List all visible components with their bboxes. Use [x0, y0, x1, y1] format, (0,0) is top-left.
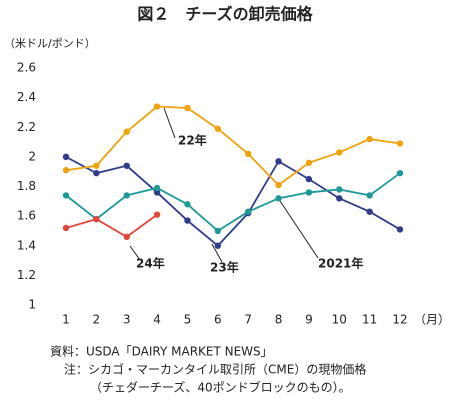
point: [244, 208, 252, 215]
series-label: 24年: [136, 256, 165, 271]
point: [366, 192, 373, 199]
x-tick-label: 9: [305, 313, 313, 327]
series-line: [65, 105, 401, 187]
point: [275, 195, 282, 202]
point: [184, 217, 191, 224]
note: 注：シカゴ・マーカンタイル取引所（CME）の現物価格: [64, 362, 366, 377]
leader-line: [211, 243, 223, 263]
point: [275, 181, 282, 189]
point: [62, 224, 70, 232]
y-axis-label: （米ドル/ポンド）: [4, 37, 96, 50]
y-tick-label: 1.6: [17, 209, 36, 223]
x-tick-label: 7: [244, 313, 252, 327]
x-axis-label: （月）: [414, 313, 450, 327]
y-tick-label: 1.2: [17, 268, 36, 282]
point: [244, 150, 252, 158]
x-tick-label: 3: [123, 313, 131, 327]
series-label: 23年: [210, 260, 239, 275]
point: [123, 128, 130, 135]
point: [214, 242, 222, 249]
y-tick-label: 2: [28, 149, 36, 163]
point: [62, 192, 70, 199]
y-tick-label: 2.2: [17, 120, 36, 134]
y-tick-label: 1.4: [17, 238, 36, 252]
point: [396, 226, 404, 233]
note: 資料：USDA「DAIRY MARKET NEWS」: [50, 345, 273, 359]
point: [153, 189, 161, 196]
point: [275, 158, 282, 165]
point: [396, 140, 404, 147]
series-label: 2021年: [318, 256, 363, 271]
point: [93, 215, 100, 223]
point: [305, 159, 313, 166]
y-tick-label: 2.4: [17, 90, 36, 104]
note: （チェダーチーズ、40ポンドブロックのもの）。: [90, 380, 351, 395]
point: [366, 208, 373, 215]
series-line: [65, 172, 401, 233]
x-tick-label: 6: [214, 313, 222, 327]
point: [123, 162, 130, 169]
point: [305, 189, 313, 196]
point: [153, 211, 161, 218]
chart-title: 図２ チーズの卸売価格: [137, 5, 313, 24]
point: [62, 167, 70, 174]
y-tick-label: 1: [28, 298, 36, 312]
y-tick-label: 1.8: [17, 179, 36, 193]
x-tick-label: 4: [153, 313, 161, 327]
x-tick-label: 5: [184, 313, 192, 327]
point: [93, 169, 100, 177]
leader-line: [129, 245, 141, 261]
x-tick-label: 11: [362, 313, 377, 327]
series-line: [65, 156, 401, 247]
y-tick-label: 2.6: [17, 61, 36, 75]
x-tick-label: 12: [392, 313, 407, 327]
point: [184, 104, 191, 112]
leader-line: [163, 107, 176, 139]
leader-line: [277, 197, 319, 259]
point: [123, 233, 130, 241]
point: [93, 162, 100, 169]
point: [305, 175, 313, 183]
point: [396, 169, 404, 177]
x-tick-label: 2: [93, 313, 101, 327]
point: [184, 201, 191, 208]
point: [366, 135, 373, 143]
point: [336, 186, 343, 193]
point: [336, 195, 343, 202]
series-label: 22年: [178, 133, 207, 148]
point: [336, 149, 343, 156]
point: [214, 227, 222, 235]
series-line: [65, 213, 158, 238]
x-tick-label: 8: [275, 313, 283, 327]
x-tick-label: 10: [332, 313, 347, 327]
point: [153, 103, 161, 110]
x-tick-label: 1: [62, 313, 70, 327]
point: [123, 192, 130, 199]
point: [153, 184, 161, 192]
point: [62, 153, 70, 161]
point: [214, 125, 222, 132]
